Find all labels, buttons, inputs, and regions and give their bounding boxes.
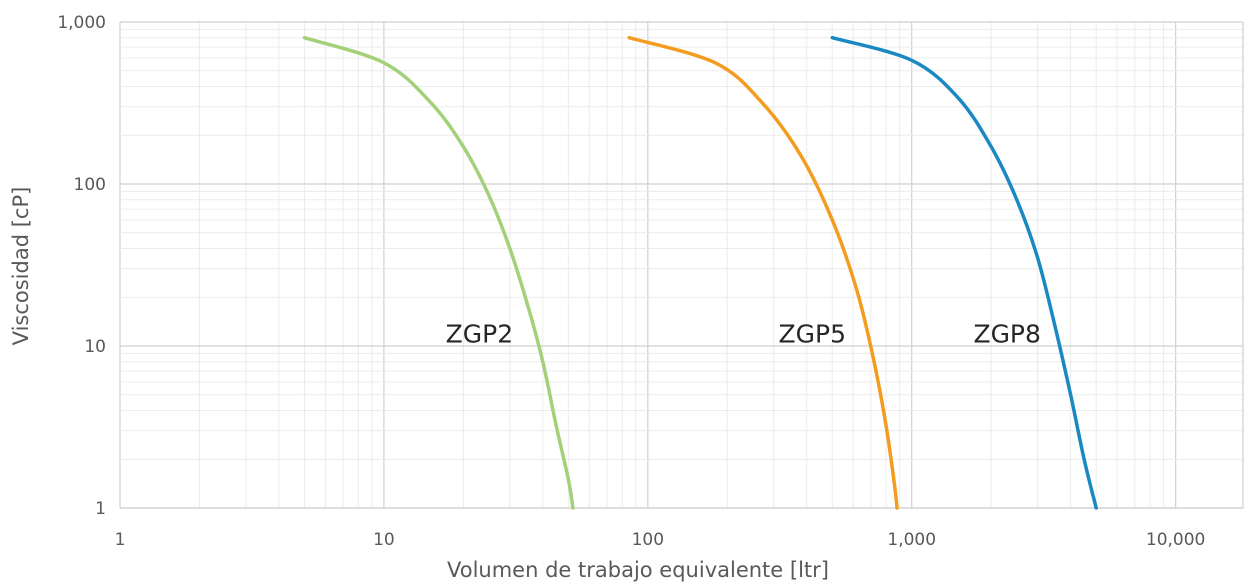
grid — [119, 21, 1243, 509]
series-label-zgp2: ZGP2 — [446, 320, 513, 349]
series-labels: ZGP2 ZGP5 ZGP8 — [446, 320, 1041, 349]
series-lines — [302, 35, 1098, 510]
y-axis-title: Viscosidad [cP] — [9, 187, 33, 346]
y-tick-label: 100 — [74, 175, 106, 195]
x-tick-label: 1,000 — [887, 530, 936, 550]
x-axis-ticks: 1 10 100 1,000 10,000 — [115, 530, 1206, 550]
series-label-zgp8: ZGP8 — [973, 320, 1040, 349]
x-tick-label: 10 — [373, 530, 395, 550]
y-tick-label: 1,000 — [57, 13, 106, 33]
series-line-zgp8 — [830, 35, 1098, 510]
x-axis-title: Volumen de trabajo equivalente [ltr] — [447, 558, 829, 582]
series-line-zgp2 — [302, 35, 575, 510]
series-label-zgp5: ZGP5 — [779, 320, 846, 349]
plot-frame — [120, 22, 1244, 509]
x-tick-label: 100 — [632, 530, 664, 550]
y-tick-label: 1 — [95, 499, 106, 519]
x-tick-label: 1 — [115, 530, 126, 550]
y-axis-ticks: 1 10 100 1,000 — [57, 13, 106, 519]
y-tick-label: 10 — [84, 337, 106, 357]
series-line-zgp5 — [627, 35, 899, 510]
x-tick-label: 10,000 — [1146, 530, 1205, 550]
